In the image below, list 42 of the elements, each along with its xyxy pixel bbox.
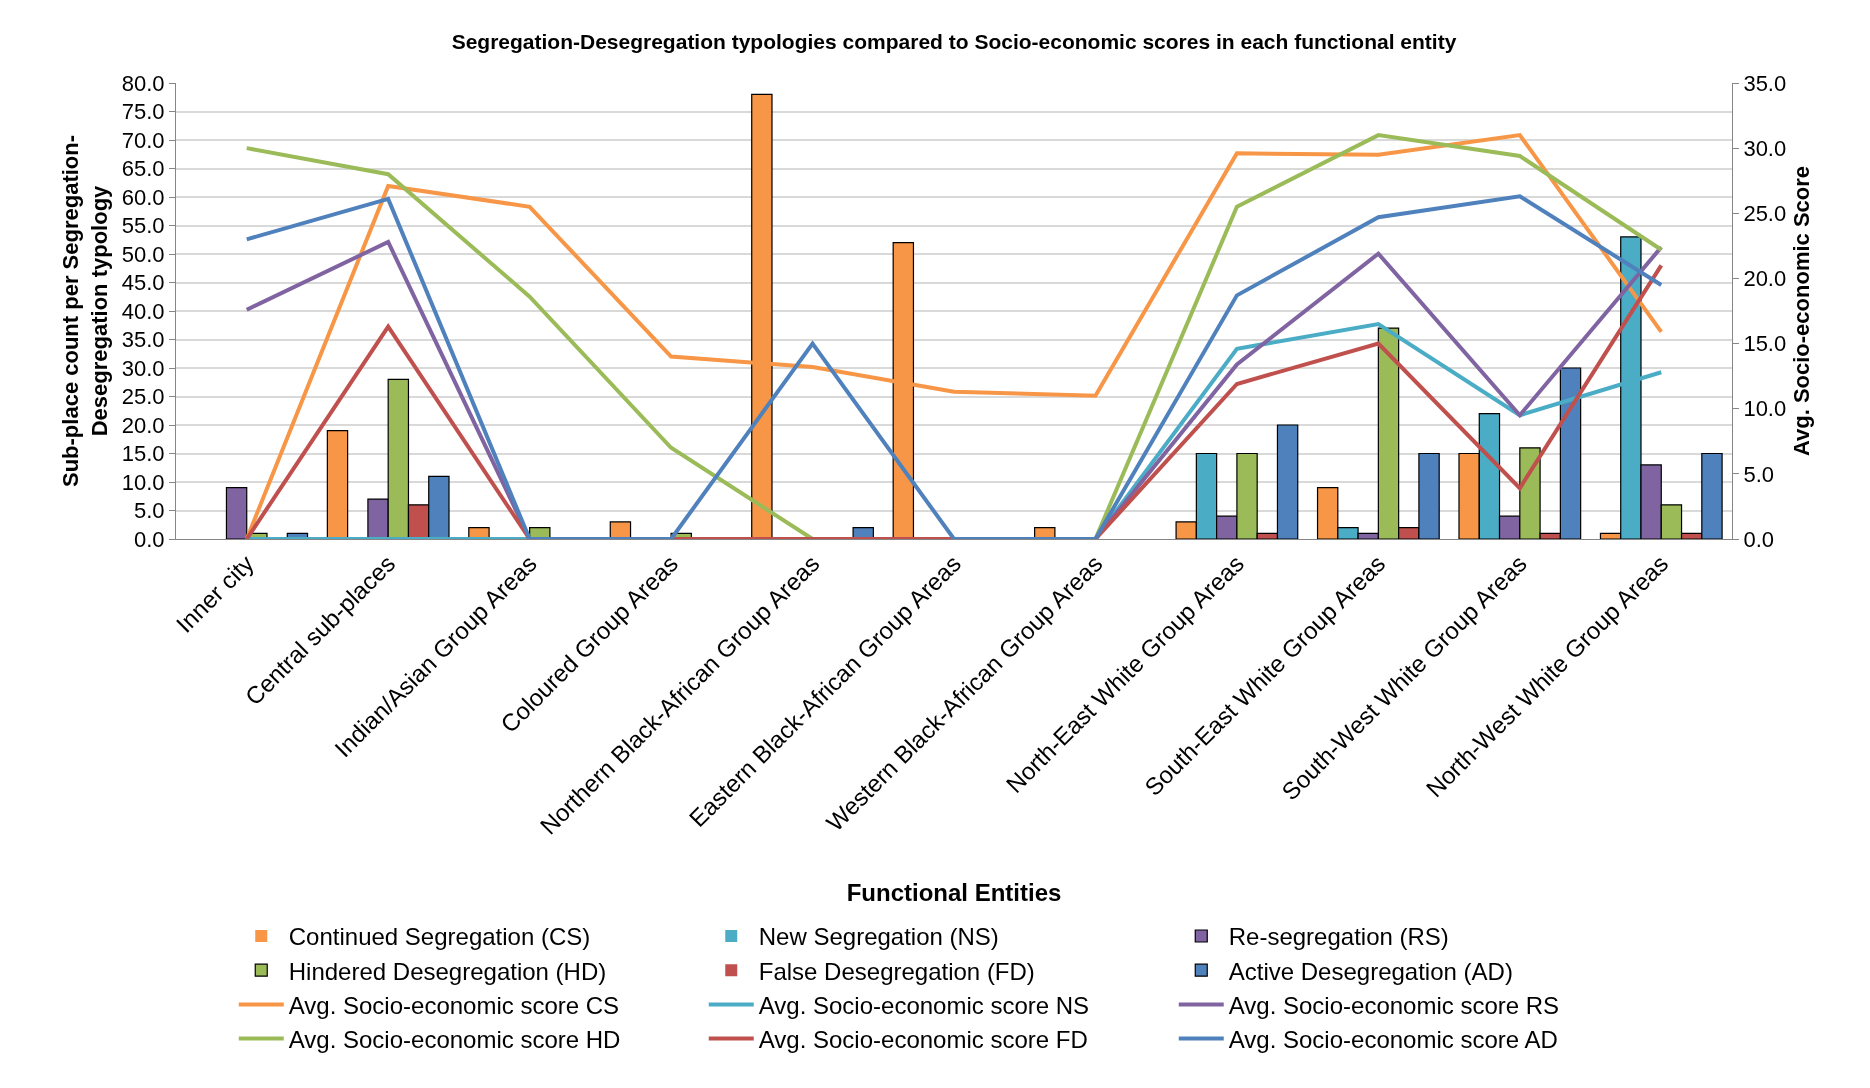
y-tick-label: 25.0: [121, 384, 165, 410]
y-tick-label: 20.0: [121, 412, 165, 438]
y-tick-label: 0.0: [134, 526, 165, 552]
legend-label: Avg. Socio-economic score CS: [288, 991, 620, 1019]
y2-tick-label: 20.0: [1743, 266, 1787, 292]
y-tick-label: 15.0: [121, 441, 165, 467]
legend-label: Avg. Socio-economic score AD: [1228, 1025, 1558, 1053]
y-tick-label: 65.0: [121, 156, 165, 182]
x-axis-title: Functional Entities: [846, 878, 1062, 906]
y2-tick-label: 0.0: [1743, 526, 1774, 552]
legend-label: Hindered Desegregation (HD): [288, 957, 607, 985]
bar: [326, 430, 349, 539]
y-tick-label: 55.0: [121, 213, 165, 239]
y2-tick-label: 25.0: [1743, 200, 1787, 226]
y2-tick-label: 15.0: [1743, 331, 1787, 357]
y-axis-title: Sub-place count per Segregation- Desegregation typology: [57, 134, 112, 488]
y-tick-label: 80.0: [121, 70, 165, 96]
legend-label: Avg. Socio-economic score RS: [1228, 991, 1560, 1019]
legend-label: Active Desegregation (AD): [1228, 957, 1513, 985]
y-tick-label: 70.0: [121, 127, 165, 153]
legend-label: Avg. Socio-economic score NS: [758, 991, 1090, 1019]
chart-title: Segregation-Desegregation typologies compared to Socio-economic scores in each functional entity: [451, 30, 1457, 54]
y-tick-label: 50.0: [121, 241, 165, 267]
legend-label: False Desegregation (FD): [758, 957, 1035, 985]
y2-tick-label: 30.0: [1743, 135, 1787, 161]
legend-label: Re-segregation (RS): [1228, 923, 1449, 951]
y2-tick-label: 5.0: [1743, 461, 1774, 487]
y-tick-label: 60.0: [121, 184, 165, 210]
y2-axis-title: Avg. Socio-economic Score: [1789, 165, 1815, 457]
y2-tick-label: 35.0: [1743, 70, 1787, 96]
legend-label: Avg. Socio-economic score FD: [758, 1025, 1088, 1053]
y-tick-label: 75.0: [121, 99, 165, 125]
y-tick-label: 40.0: [121, 298, 165, 324]
y-tick-label: 10.0: [121, 469, 165, 495]
legend-label: Continued Segregation (CS): [288, 923, 591, 951]
y-tick-label: 45.0: [121, 270, 165, 296]
y-tick-label: 35.0: [121, 327, 165, 353]
y-tick-label: 5.0: [134, 498, 165, 524]
legend-label: New Segregation (NS): [758, 923, 999, 951]
y2-tick-label: 10.0: [1743, 396, 1787, 422]
legend-label: Avg. Socio-economic score HD: [288, 1025, 621, 1053]
y-tick-label: 30.0: [121, 355, 165, 381]
